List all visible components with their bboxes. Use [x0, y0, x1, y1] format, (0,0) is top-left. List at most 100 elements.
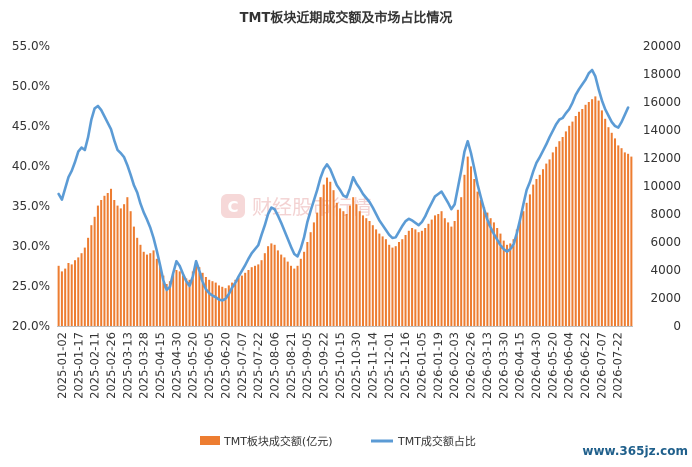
- bar-turnover: [142, 251, 145, 326]
- bar-turnover: [286, 261, 289, 326]
- x-tick-label: 2026-03-13: [480, 332, 494, 399]
- bar-turnover: [195, 263, 198, 326]
- bar-turnover: [299, 258, 302, 326]
- bar-turnover: [312, 222, 315, 326]
- bar-turnover: [129, 211, 132, 326]
- bar-turnover: [361, 215, 365, 326]
- bar-turnover: [77, 257, 80, 326]
- legend-label-line: TMT成交额占比: [397, 434, 476, 448]
- bar-turnover: [607, 127, 610, 326]
- bar-turnover: [109, 188, 113, 326]
- bar-turnover: [365, 218, 368, 326]
- bar-turnover: [273, 244, 276, 326]
- bar-turnover: [329, 181, 332, 326]
- bar-turnover: [489, 218, 492, 326]
- bar-turnover: [473, 179, 476, 326]
- bar-turnover: [217, 285, 221, 326]
- bar-turnover: [492, 222, 495, 326]
- bar-turnover: [630, 156, 633, 326]
- bar-turnover: [270, 243, 273, 326]
- axis-left: 20.0% 25.0% 30.0% 35.0% 40.0% 45.0% 50.0% 55.0%: [12, 39, 50, 333]
- bar-turnover: [185, 278, 188, 326]
- x-tick-label: 2026-02-26: [464, 332, 478, 399]
- bar-turnover: [126, 197, 129, 326]
- bar-turnover: [420, 230, 423, 326]
- bar-turnover: [70, 264, 73, 326]
- bar-turnover: [401, 239, 404, 326]
- x-tick-label: 2025-02-11: [88, 332, 102, 399]
- x-tick-label: 2025-12-16: [398, 332, 412, 399]
- bar-turnover: [139, 244, 142, 326]
- x-tick-label: 2026-07-07: [594, 332, 608, 399]
- bar-turnover: [211, 281, 214, 326]
- bar-turnover: [469, 166, 473, 326]
- x-tick-label: 2025-01-17: [71, 332, 85, 399]
- bar-turnover: [483, 207, 486, 326]
- x-tick-label: 2025-09-22: [316, 332, 330, 399]
- bar-turnover: [371, 225, 374, 326]
- bar-turnover: [152, 250, 155, 326]
- bar-turnover: [384, 239, 387, 326]
- bar-turnover: [496, 228, 499, 326]
- bar-turnover: [424, 228, 427, 326]
- bar-turnover: [581, 109, 584, 326]
- bar-turnover: [594, 96, 597, 327]
- bar-turnover: [198, 267, 201, 326]
- y-right-tick-label: 10000: [643, 179, 681, 193]
- bar-turnover: [522, 211, 525, 326]
- y-right-tick-label: 12000: [643, 151, 681, 165]
- x-tick-label: 2026-04-30: [529, 332, 543, 399]
- bar-turnover: [564, 131, 567, 326]
- x-tick-label: 2025-06-05: [202, 332, 216, 399]
- x-tick-label: 2025-11-14: [366, 332, 380, 399]
- x-tick-label: 2025-04-15: [153, 332, 167, 399]
- bar-turnover: [577, 111, 581, 326]
- bar-turnover: [499, 233, 502, 326]
- bar-turnover: [568, 125, 571, 326]
- y-right-tick-label: 14000: [643, 123, 681, 137]
- bar-turnover: [244, 272, 247, 326]
- bar-turnover: [479, 200, 482, 326]
- bar-turnover: [303, 251, 306, 326]
- bar-turnover: [296, 265, 299, 326]
- bar-turnover: [555, 146, 558, 326]
- bar-turnover: [276, 250, 279, 326]
- corner-site-text: www.365jz.com: [582, 444, 688, 458]
- bar-turnover: [541, 169, 545, 326]
- bar-turnover: [414, 229, 417, 326]
- bar-turnover: [551, 152, 554, 326]
- x-tick-label: 2026-06-04: [562, 332, 576, 399]
- x-tick-label: 2026-01-19: [431, 332, 445, 399]
- x-tick-label: 2026-07-22: [611, 332, 625, 399]
- bar-turnover: [388, 244, 391, 326]
- bar-turnover: [263, 253, 266, 326]
- y-left-tick-label: 20.0%: [12, 319, 50, 333]
- bar-turnover: [116, 205, 119, 326]
- bar-turnover: [145, 254, 149, 326]
- bar-turnover: [260, 260, 263, 326]
- bars-layer: [57, 96, 633, 327]
- bar-turnover: [60, 271, 63, 326]
- series-line-share: [57, 68, 630, 302]
- bar-turnover: [352, 197, 355, 326]
- x-tick-label: 2025-06-20: [218, 332, 232, 399]
- bar-turnover: [525, 202, 528, 326]
- bar-turnover: [447, 222, 450, 326]
- bar-turnover: [227, 285, 230, 326]
- bar-turnover: [600, 110, 603, 327]
- x-tick-label: 2025-04-30: [169, 332, 183, 399]
- bar-turnover: [201, 272, 204, 326]
- bar-turnover: [532, 184, 535, 326]
- bar-turnover: [597, 100, 600, 326]
- bar-turnover: [571, 121, 574, 326]
- bar-turnover: [627, 153, 630, 326]
- x-tick-label: 2025-08-06: [267, 332, 281, 399]
- bar-turnover: [322, 184, 325, 326]
- bar-turnover: [339, 208, 342, 326]
- bar-turnover: [191, 271, 194, 326]
- bar-turnover: [57, 265, 60, 326]
- legend-label-bars: TMT板块成交额(亿元): [223, 434, 333, 448]
- x-tick-label: 2025-03-28: [137, 332, 151, 399]
- bar-turnover: [155, 258, 158, 326]
- bar-turnover: [136, 237, 139, 326]
